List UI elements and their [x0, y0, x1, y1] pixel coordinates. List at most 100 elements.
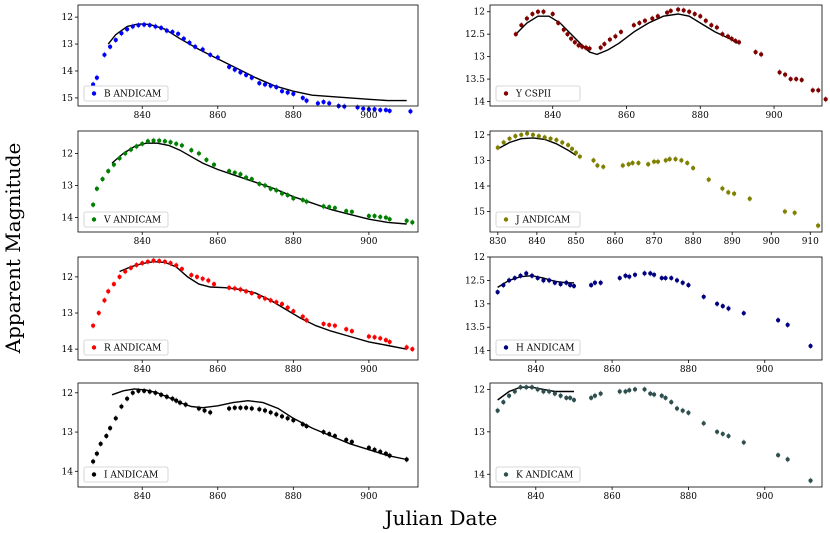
data-point	[698, 14, 703, 19]
x-tick-label: 900	[360, 492, 377, 502]
data-point	[274, 188, 279, 193]
data-point	[366, 334, 371, 339]
data-point	[547, 389, 552, 394]
data-point	[663, 275, 668, 281]
data-point	[587, 46, 592, 51]
x-tick-label: 840	[527, 365, 544, 375]
data-point	[164, 394, 169, 399]
data-point	[378, 449, 383, 454]
data-point	[519, 132, 524, 137]
data-point	[349, 328, 354, 334]
data-point	[506, 278, 512, 283]
y-tick-label: 14	[474, 347, 486, 357]
x-tick-label: 890	[724, 237, 741, 247]
data-point	[547, 278, 552, 283]
data-point	[512, 275, 517, 281]
data-point	[753, 50, 758, 55]
data-point	[659, 275, 664, 281]
y-tick-label: 12	[62, 149, 73, 159]
data-point	[327, 322, 332, 328]
legend-marker	[503, 345, 509, 350]
data-point	[642, 271, 647, 276]
data-point	[560, 140, 565, 145]
data-point	[808, 343, 813, 349]
data-point	[285, 90, 290, 95]
y-tick-label: 14	[62, 467, 74, 477]
data-point	[383, 451, 388, 456]
data-point	[601, 164, 606, 169]
subplot-grid: 840 860 880 900 12 13 14 15 B ANDICAM 840 860 880 90…	[62, 4, 828, 502]
data-point	[720, 32, 725, 37]
data-point	[548, 136, 553, 141]
panel-v-andicam: 840 860 880 900 12 13 14 V ANDICAM	[62, 130, 419, 247]
data-point	[776, 453, 781, 458]
x-tick-label: 870	[645, 237, 662, 247]
data-point	[285, 416, 290, 421]
data-point	[157, 138, 162, 143]
data-point	[106, 289, 111, 294]
plot-frame	[489, 130, 823, 233]
data-point	[179, 266, 184, 272]
data-point	[164, 28, 169, 33]
data-point	[630, 160, 635, 166]
data-point	[170, 396, 175, 401]
data-point	[589, 395, 594, 400]
x-tick-label: 900	[360, 111, 377, 121]
x-tick-label: 880	[685, 237, 702, 247]
data-point	[701, 294, 706, 299]
data-point	[519, 23, 524, 28]
data-point	[244, 289, 249, 294]
x-tick-label: 840	[528, 237, 545, 247]
data-point	[249, 176, 254, 182]
data-point	[383, 215, 388, 220]
data-point	[372, 213, 377, 219]
panel-i-andicam: 840 860 880 900 12 13 14 I ANDICAM	[62, 382, 419, 502]
data-point	[96, 310, 101, 316]
data-point	[238, 172, 243, 177]
data-point	[785, 457, 790, 462]
data-point	[706, 177, 711, 182]
legend-label: J ANDICAM	[515, 216, 570, 226]
data-point	[566, 142, 571, 148]
data-point	[513, 32, 518, 37]
data-point	[202, 408, 207, 413]
data-point	[387, 453, 392, 458]
legend-label: B ANDICAM	[104, 90, 161, 100]
data-point	[304, 98, 309, 103]
data-point	[542, 135, 547, 140]
panel-k-andicam: 840 860 880 900 12 13 14 K ANDICAM	[474, 382, 823, 502]
x-tick-label: 860	[618, 111, 635, 121]
data-point	[512, 389, 517, 394]
x-tick-label: 880	[285, 365, 302, 375]
data-point	[102, 52, 107, 57]
data-point	[119, 31, 124, 36]
data-point	[117, 274, 122, 279]
data-point	[200, 47, 205, 52]
data-point	[174, 263, 179, 268]
data-point	[147, 23, 152, 28]
data-point	[268, 186, 273, 191]
data-point	[573, 150, 579, 155]
data-point	[304, 318, 309, 323]
y-tick-label: 12	[474, 8, 485, 18]
data-point	[344, 327, 349, 332]
y-tick-label: 14	[474, 182, 486, 192]
data-point	[720, 304, 725, 309]
data-point	[536, 134, 541, 139]
data-point	[332, 323, 337, 328]
data-point	[598, 280, 603, 285]
data-point	[123, 151, 128, 156]
data-point	[130, 24, 135, 29]
data-point	[349, 439, 354, 444]
data-point	[729, 36, 734, 41]
data-point	[726, 433, 731, 439]
data-point	[244, 405, 249, 410]
data-point	[117, 156, 122, 161]
data-point	[378, 336, 383, 341]
data-point	[631, 23, 636, 28]
data-point	[383, 338, 388, 343]
data-point	[111, 162, 116, 167]
data-point	[327, 431, 332, 437]
data-point	[244, 72, 249, 78]
data-point	[349, 209, 354, 214]
